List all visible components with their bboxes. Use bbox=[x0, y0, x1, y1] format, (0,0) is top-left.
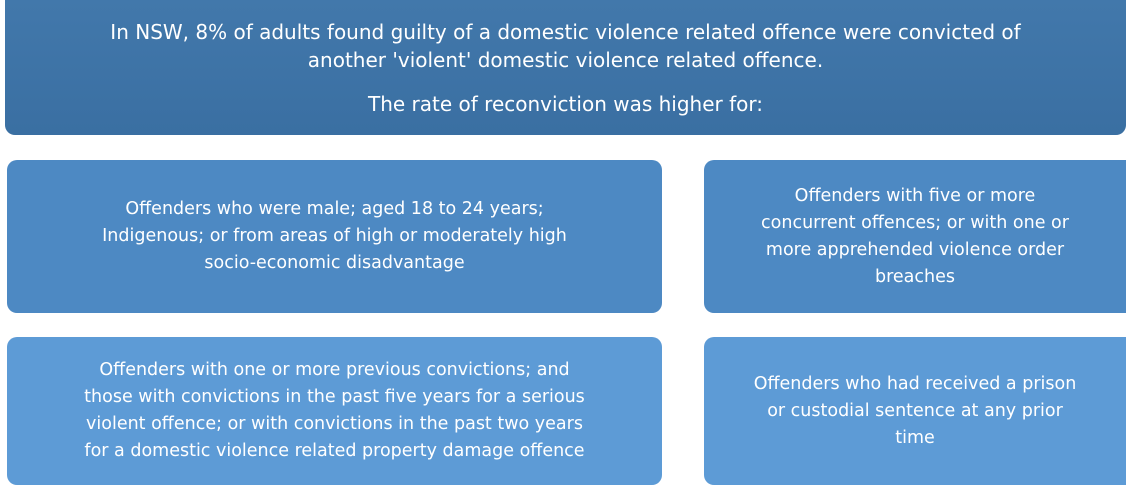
text-line: The rate of reconviction was higher for: bbox=[368, 91, 763, 116]
finding-box: Offenders who had received a prison or cu… bbox=[704, 337, 1126, 485]
text-line: violent offence; or with convictions in … bbox=[86, 414, 583, 434]
text-line: breaches bbox=[874, 266, 955, 287]
text-line: socio-economic disadvantage bbox=[204, 253, 465, 273]
text-line: those with convictions in the past five … bbox=[84, 387, 585, 407]
text-line: another 'violent' domestic violence rela… bbox=[307, 47, 824, 72]
finding-box: Offenders who were male; aged 18 to 24 y… bbox=[7, 160, 662, 313]
text-line: more apprehended violence order bbox=[765, 239, 1065, 260]
text-line: In NSW, 8% of adults found guilty of a d… bbox=[110, 19, 1021, 44]
text-line: or custodial sentence at any prior bbox=[767, 400, 1063, 421]
finding-box: Offenders with five or more concurrent of… bbox=[704, 160, 1126, 313]
text-line: Offenders who were male; aged 18 to 24 y… bbox=[125, 199, 544, 219]
header-box: In NSW, 8% of adults found guilty of a d… bbox=[5, 0, 1126, 135]
text-line: Offenders with one or more previous conv… bbox=[99, 360, 570, 380]
text-line: for a domestic violence related property… bbox=[84, 441, 585, 461]
text-line: Offenders with five or more bbox=[794, 185, 1036, 206]
text-line: concurrent offences; or with one or bbox=[761, 212, 1069, 233]
text-line: time bbox=[895, 427, 935, 448]
finding-box: Offenders with one or more previous conv… bbox=[7, 337, 662, 485]
text-line: Offenders who had received a prison bbox=[753, 373, 1077, 394]
text-line: Indigenous; or from areas of high or mod… bbox=[102, 226, 567, 246]
